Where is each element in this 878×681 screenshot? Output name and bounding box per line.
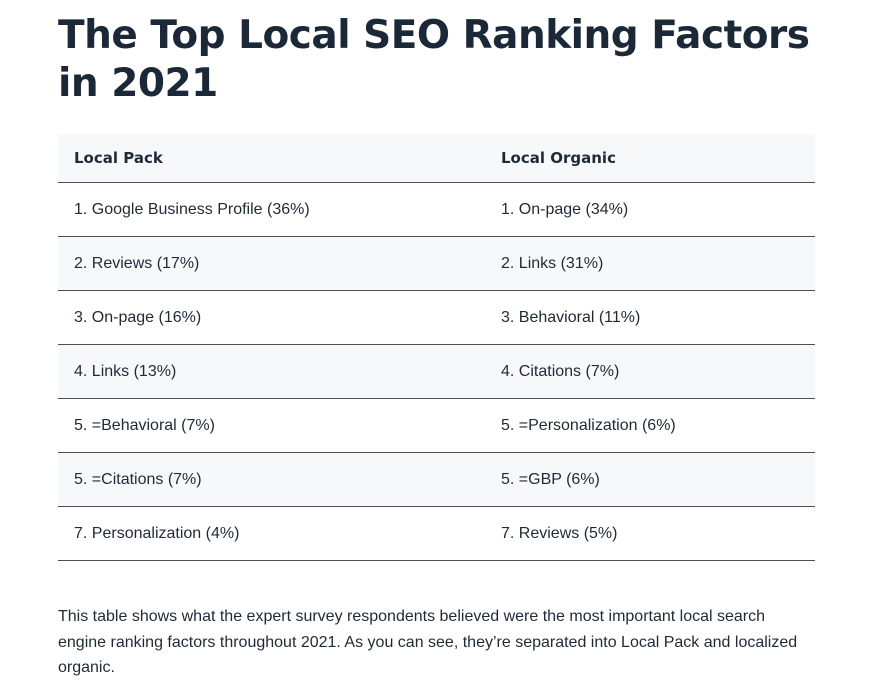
- local-organic-cell: 4. Citations (7%): [485, 344, 815, 399]
- local-pack-cell: 4. Links (13%): [58, 344, 485, 399]
- ranking-factors-table: Local Pack Local Organic 1. Google Busin…: [58, 134, 815, 561]
- table-row: 2. Reviews (17%) 2. Links (31%): [58, 236, 815, 291]
- column-header-local-organic: Local Organic: [485, 134, 815, 183]
- local-pack-cell: 3. On-page (16%): [58, 290, 485, 345]
- table-header-row: Local Pack Local Organic: [58, 134, 815, 183]
- table-row: 4. Links (13%) 4. Citations (7%): [58, 344, 815, 399]
- table-row: 3. On-page (16%) 3. Behavioral (11%): [58, 290, 815, 345]
- table-caption: This table shows what the expert survey …: [58, 608, 798, 676]
- local-organic-cell: 3. Behavioral (11%): [485, 290, 815, 345]
- local-pack-cell: 5. =Behavioral (7%): [58, 398, 485, 453]
- column-header-local-pack: Local Pack: [58, 134, 485, 183]
- local-pack-cell: 1. Google Business Profile (36%): [58, 182, 485, 237]
- table-row: 5. =Citations (7%) 5. =GBP (6%): [58, 452, 815, 507]
- local-pack-cell: 7. Personalization (4%): [58, 506, 485, 561]
- table-row: 1. Google Business Profile (36%) 1. On-p…: [58, 182, 815, 237]
- local-organic-cell: 5. =Personalization (6%): [485, 398, 815, 453]
- table-row: 5. =Behavioral (7%) 5. =Personalization …: [58, 398, 815, 453]
- table-row: 7. Personalization (4%) 7. Reviews (5%): [58, 506, 815, 561]
- local-organic-cell: 5. =GBP (6%): [485, 452, 815, 507]
- local-pack-cell: 2. Reviews (17%): [58, 236, 485, 291]
- local-organic-cell: 1. On-page (34%): [485, 182, 815, 237]
- page-title: The Top Local SEO Ranking Factors in 202…: [58, 13, 810, 106]
- local-pack-cell: 5. =Citations (7%): [58, 452, 485, 507]
- local-organic-cell: 7. Reviews (5%): [485, 506, 815, 561]
- article: The Top Local SEO Ranking Factors in 202…: [58, 0, 815, 681]
- local-organic-cell: 2. Links (31%): [485, 236, 815, 291]
